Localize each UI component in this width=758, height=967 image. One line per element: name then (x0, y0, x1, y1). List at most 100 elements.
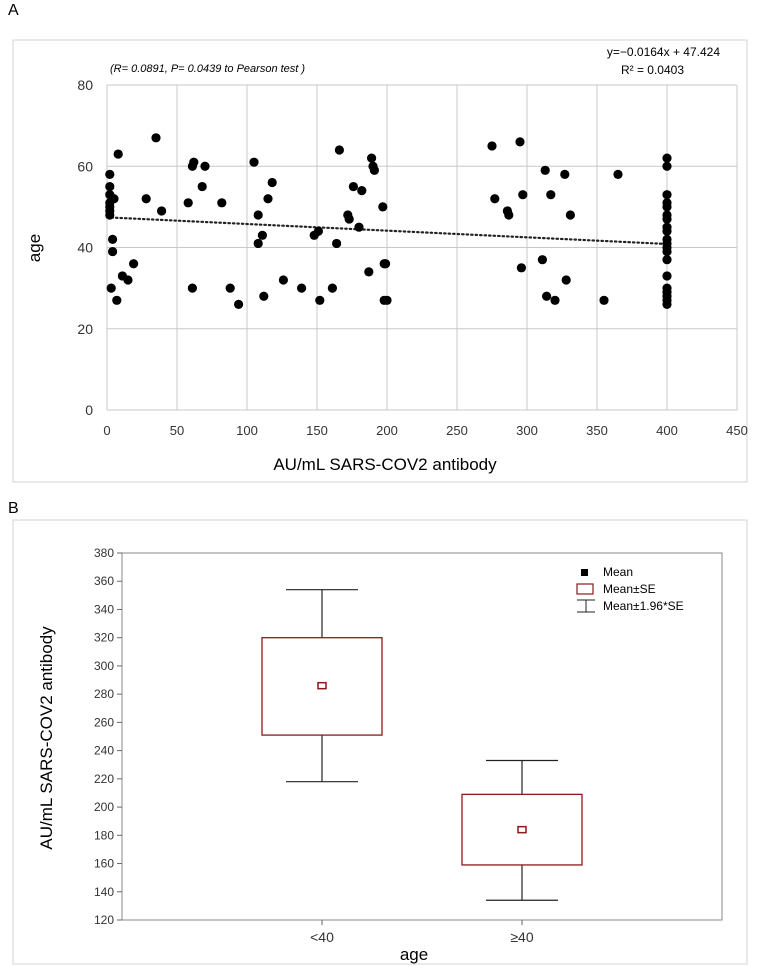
data-point (259, 291, 269, 301)
x-tick-label: 0 (103, 423, 110, 438)
scatter-y-axis-label: age (25, 234, 44, 262)
data-point (662, 202, 672, 212)
data-point (334, 145, 344, 155)
data-point (504, 210, 514, 220)
x-tick-label: 50 (170, 423, 184, 438)
data-point (537, 255, 548, 265)
data-point (367, 153, 377, 163)
data-point (561, 275, 571, 285)
y-tick-label: 140 (94, 885, 114, 899)
data-point (253, 210, 263, 220)
y-tick-label: 40 (77, 240, 93, 256)
data-point (546, 190, 556, 200)
y-tick-label: 160 (94, 857, 114, 871)
data-point (515, 137, 525, 147)
data-point (315, 295, 325, 305)
data-point (382, 295, 392, 305)
data-point (109, 194, 119, 204)
data-point (197, 181, 207, 192)
panel-b-frame (12, 519, 748, 965)
panel-a-label: A (8, 2, 19, 19)
legend-se-label: Mean±SE (603, 582, 656, 596)
data-point (257, 230, 267, 240)
data-point (108, 234, 118, 244)
box-legend: Mean Mean±SE Mean±1.96*SE (576, 565, 684, 613)
box-ticks: 120 140 160 180 200 220 240 260 280 300 320 340 360 3… (94, 546, 534, 945)
data-point (357, 186, 367, 196)
data-point (662, 153, 672, 163)
y-tick-label: 380 (94, 546, 114, 560)
scatter-ticks: 0 50 100 150 200 250 300 350 400 450 0 20 40 60 80 (77, 77, 747, 438)
data-point (106, 283, 116, 293)
x-tick-label: 450 (726, 423, 748, 438)
y-tick-label: 220 (94, 772, 114, 786)
data-point (253, 238, 263, 249)
regression-equation: y=−0.0164x + 47.424 (607, 45, 720, 59)
data-point (516, 263, 527, 273)
mean-marker (317, 681, 327, 690)
data-point (278, 275, 288, 285)
data-point (542, 291, 552, 301)
data-point (129, 259, 139, 269)
box-x-axis-label: age (400, 945, 428, 964)
data-point (540, 165, 550, 175)
data-point (332, 238, 342, 249)
data-point (344, 214, 354, 224)
mean-marker (517, 825, 527, 834)
data-point (369, 165, 379, 175)
data-point (662, 255, 672, 265)
y-tick-label: 120 (94, 913, 114, 927)
y-tick-label: 80 (77, 77, 93, 93)
data-point (662, 214, 672, 224)
data-point (141, 194, 151, 204)
y-tick-label: 180 (94, 828, 114, 842)
data-point (113, 149, 123, 159)
data-point (249, 157, 259, 167)
data-point (225, 283, 235, 293)
data-point (108, 246, 118, 257)
data-point (189, 157, 199, 167)
data-point (613, 169, 623, 179)
box-plot-area (121, 552, 723, 921)
legend-ci-label: Mean±1.96*SE (603, 599, 684, 613)
scatter-chart: (R= 0.0891, P= 0.0439 to Pearson test ) … (12, 39, 748, 483)
x-tick-label: <40 (310, 929, 334, 945)
x-tick-label: ≥40 (510, 929, 533, 945)
box-axes (117, 552, 723, 925)
box-chart: 120 140 160 180 200 220 240 260 280 300 320 340 360 3… (12, 519, 748, 965)
data-point (662, 190, 672, 200)
x-tick-label: 250 (446, 423, 468, 438)
data-point (662, 299, 672, 309)
data-point (565, 210, 576, 220)
data-point (234, 299, 244, 309)
legend-se-swatch (576, 583, 594, 595)
data-point (662, 161, 672, 171)
box-groups (261, 589, 583, 901)
y-tick-label: 300 (94, 659, 114, 673)
y-tick-label: 340 (94, 602, 114, 616)
y-tick-label: 260 (94, 715, 114, 729)
data-point (662, 271, 672, 281)
data-point (560, 169, 570, 179)
legend-mean-label: Mean (603, 565, 633, 579)
data-point (187, 283, 197, 293)
data-point (267, 177, 277, 188)
x-tick-label: 150 (306, 423, 328, 438)
data-point (151, 133, 161, 143)
data-point (364, 267, 374, 277)
data-point (105, 169, 115, 179)
y-tick-label: 280 (94, 687, 114, 701)
y-tick-label: 240 (94, 744, 114, 758)
y-tick-label: 320 (94, 631, 114, 645)
data-point (662, 246, 672, 257)
data-point (157, 206, 167, 216)
data-point (313, 226, 323, 236)
data-point (662, 226, 672, 236)
data-point (200, 161, 210, 171)
y-tick-label: 360 (94, 574, 114, 588)
data-point (550, 295, 560, 305)
panel-a-frame (12, 39, 748, 483)
box-y-axis-label: AU/mL SARS-COV2 antibody (37, 626, 56, 850)
data-point (378, 202, 388, 212)
r-squared-label: R² = 0.0403 (621, 63, 684, 77)
